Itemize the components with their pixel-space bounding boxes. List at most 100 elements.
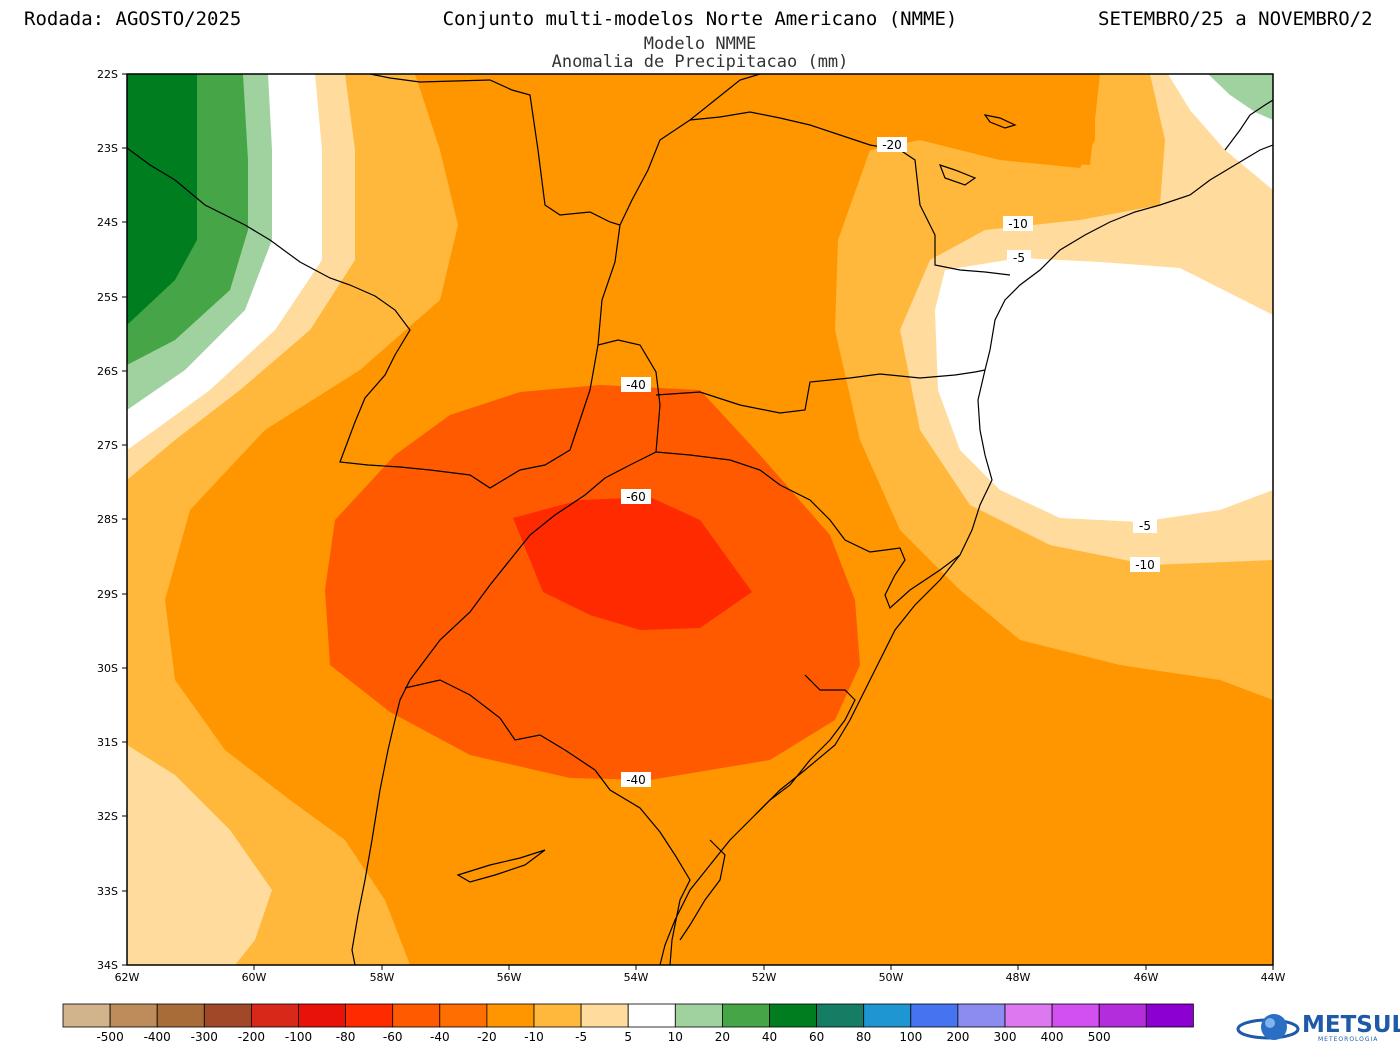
colorbar-label: 20: [715, 1030, 730, 1044]
lon-label: 54W: [624, 971, 649, 984]
colorbar-label: -400: [144, 1030, 171, 1044]
lat-label: 27S: [97, 439, 118, 452]
border-uruguay: [404, 679, 691, 965]
field-core-60: [513, 497, 752, 630]
lon-label: 44W: [1261, 971, 1286, 984]
lat-label: 34S: [97, 959, 118, 972]
colorbar-label: 300: [994, 1030, 1017, 1044]
colorbar-label: 40: [762, 1030, 777, 1044]
lon-label: 58W: [370, 971, 395, 984]
lat-label: 28S: [97, 513, 118, 526]
field-ne-orange: [760, 74, 1095, 168]
colorbar-label: -10: [524, 1030, 544, 1044]
border-paraguay-bolivia: [127, 147, 661, 489]
colorbar-swatch: [722, 1003, 770, 1028]
colorbar-label: 5: [624, 1030, 632, 1044]
field-nw-green3: [127, 74, 197, 325]
colorbar-label: -60: [383, 1030, 403, 1044]
colorbar-swatch: [1098, 1003, 1147, 1028]
coast-patos-lagoon: [754, 674, 856, 816]
border-pr-sc: [655, 369, 986, 414]
colorbar-swatch: [910, 1003, 959, 1028]
colorbar-swatch: [62, 1003, 111, 1028]
colorbar-label: 400: [1041, 1030, 1064, 1044]
coast-ne-islands: [1224, 99, 1273, 151]
period-label: SETEMBRO/25 a NOVEMBRO/2: [1098, 8, 1373, 30]
lat-label: 31S: [97, 736, 118, 749]
contour-label-minus5-e: -5: [1139, 519, 1151, 533]
field-east-white: [935, 258, 1273, 522]
lat-label: 26S: [97, 365, 118, 378]
contour-label-minus10-ne: -10: [1008, 217, 1028, 231]
border-parana-river: [369, 74, 621, 346]
lon-label: 62W: [115, 971, 140, 984]
colorbar-label: -100: [285, 1030, 312, 1044]
colorbar-swatch: [1145, 1003, 1194, 1028]
contour-label-minus40-n: -40: [626, 378, 646, 392]
lat-label: 33S: [97, 885, 118, 898]
logo-subtitle: METEOROLOGIA: [1318, 1036, 1379, 1043]
colorbar-label: -500: [96, 1030, 123, 1044]
colorbar-swatch: [1051, 1003, 1100, 1028]
lat-label: 29S: [97, 588, 118, 601]
colorbar-label: -5: [575, 1030, 587, 1044]
contour-label-minus10-e: -10: [1135, 558, 1155, 572]
island-se: [938, 164, 977, 186]
colorbar-label: -40: [430, 1030, 450, 1044]
colorbar-swatch: [816, 1003, 865, 1028]
lon-label: 50W: [879, 971, 904, 984]
coast-east: [959, 144, 1273, 556]
latitude-axis: 22S 23S 24S 25S 26S 27S 28S 29S 30S 31S …: [97, 68, 118, 972]
lat-label: 30S: [97, 662, 118, 675]
anomaly-field: [127, 74, 1273, 965]
colorbar-swatch: [533, 1003, 582, 1028]
coast-south: [659, 554, 961, 965]
contour-labels: -20 -10 -5 -40 -60 -40 -5 -10: [621, 137, 1160, 787]
colorbar-swatch: [769, 1003, 817, 1028]
colorbar-swatch: [627, 1003, 676, 1028]
colorbar-label: 500: [1088, 1030, 1111, 1044]
border-sc-rs: [655, 451, 961, 610]
colorbar-label: 100: [899, 1030, 922, 1044]
border-arg-brazil: [351, 451, 657, 965]
longitude-axis: 62W 60W 58W 56W 54W 52W 50W 48W 46W 44W: [115, 971, 1286, 984]
colorbar-swatch: [439, 1003, 488, 1028]
border-ms-sp: [619, 74, 761, 226]
contour-label-minus60: -60: [626, 490, 646, 504]
colorbar-swatch: [345, 1003, 394, 1028]
lon-label: 60W: [242, 971, 267, 984]
run-label: Rodada: AGOSTO/2025: [24, 8, 242, 30]
lat-label: 23S: [97, 142, 118, 155]
colorbar-swatch: [250, 1003, 299, 1028]
axis-ticks: [122, 73, 1274, 970]
lon-label: 46W: [1134, 971, 1159, 984]
lat-label: 22S: [97, 68, 118, 81]
lat-label: 25S: [97, 291, 118, 304]
lon-label: 48W: [1006, 971, 1031, 984]
lon-label: 56W: [497, 971, 522, 984]
colorbar-swatch: [109, 1003, 158, 1028]
colorbar-swatch: [486, 1003, 535, 1028]
contour-label-minus20: -20: [882, 138, 902, 152]
colorbar-label: -300: [191, 1030, 218, 1044]
colorbar-swatch: [674, 1003, 723, 1028]
colorbar: -500 -400 -300 -200 -100 -80 -60 -40 -20 -10 -5 5 10…: [62, 1003, 1194, 1044]
contour-label-minus5-ne: -5: [1013, 251, 1025, 265]
model-subtitle: Modelo NMME: [643, 34, 757, 54]
field-ne-green: [1208, 74, 1273, 120]
colorbar-label: 80: [856, 1030, 871, 1044]
colorbar-label: 60: [809, 1030, 824, 1044]
lake-mirim: [679, 839, 726, 941]
colorbar-label: -20: [477, 1030, 497, 1044]
lat-label: 24S: [97, 216, 118, 229]
island-ne: [983, 114, 1017, 129]
colorbar-swatch: [203, 1003, 252, 1028]
logo-wordmark: METSUL: [1302, 1012, 1400, 1038]
colorbar-swatch: [392, 1003, 441, 1028]
colorbar-swatch: [580, 1003, 629, 1028]
contour-label-minus40-s: -40: [626, 773, 646, 787]
colorbar-label: 200: [946, 1030, 969, 1044]
colorbar-label: -80: [336, 1030, 356, 1044]
colorbar-swatch: [863, 1003, 912, 1028]
